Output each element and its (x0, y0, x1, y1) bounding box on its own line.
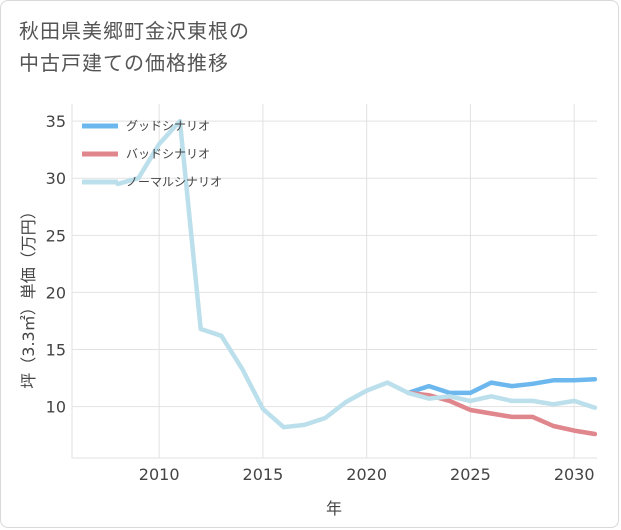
legend-label: ノーマルシナリオ (126, 175, 222, 189)
x-tick-label: 2025 (450, 465, 491, 484)
series-good-line (405, 376, 598, 396)
x-tick-label: 2030 (554, 465, 595, 484)
chart-title-line-2: 中古戸建ての価格推移 (19, 51, 229, 75)
series-layer (115, 118, 598, 437)
series-normal-line (115, 118, 598, 430)
legend-item-good[interactable]: グッドシナリオ (82, 119, 210, 133)
x-tick-label: 2020 (346, 465, 387, 484)
y-tick-label: 35 (46, 112, 66, 131)
x-tick-label: 2015 (243, 465, 284, 484)
legend-item-bad[interactable]: バッドシナリオ (82, 147, 210, 161)
y-tick-label: 10 (46, 398, 66, 417)
legend-label: バッドシナリオ (126, 147, 210, 161)
chart-title-line-1: 秋田県美郷町金沢東根の (19, 19, 250, 43)
legend-item-normal[interactable]: ノーマルシナリオ (82, 175, 222, 189)
grid (71, 104, 597, 459)
y-axis-title: 坪（3.3㎡）単価（万円） (19, 203, 38, 388)
chart-title: 秋田県美郷町金沢東根の 中古戸建ての価格推移 (19, 15, 459, 79)
x-tick-label: 2010 (139, 465, 180, 484)
y-tick-label: 30 (46, 169, 66, 188)
y-tick-label: 20 (46, 283, 66, 302)
legend-label: グッドシナリオ (126, 119, 210, 133)
y-tick-label: 15 (46, 341, 66, 360)
x-axis-title: 年 (326, 499, 342, 518)
y-tick-label: 25 (46, 226, 66, 245)
